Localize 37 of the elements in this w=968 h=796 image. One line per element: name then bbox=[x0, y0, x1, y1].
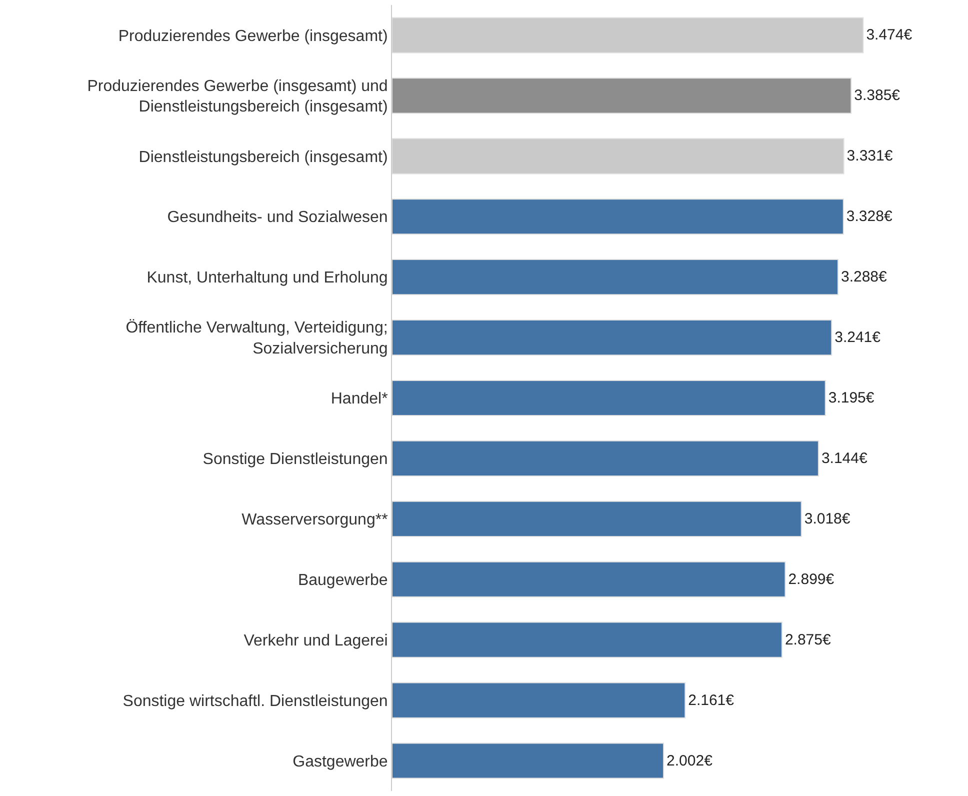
data-label: 3.474€ bbox=[866, 26, 913, 44]
bar bbox=[392, 440, 819, 476]
bar bbox=[392, 682, 686, 718]
data-label: 3.144€ bbox=[821, 450, 868, 467]
bar bbox=[392, 380, 826, 416]
data-label: 2.002€ bbox=[666, 752, 714, 770]
y-tick-label: Produzierendes Gewerbe (insgesamt) und Dienstleistungsbereich (insgesamt) bbox=[87, 78, 388, 116]
y-tick-label: Verkehr und Lagerei bbox=[244, 632, 388, 650]
y-tick-label: Öffentliche Verwaltung, Verteidigung; Sozialversicherung bbox=[126, 318, 388, 358]
data-label: 3.331€ bbox=[846, 148, 894, 165]
y-tick-label: Dienstleistungsbereich (insgesamt) bbox=[138, 148, 388, 166]
y-tick-label: Sonstige Dienstleistungen bbox=[202, 451, 388, 468]
bar bbox=[392, 622, 782, 658]
y-tick-label: Handel* bbox=[330, 390, 388, 408]
data-label: 3.195€ bbox=[828, 390, 875, 406]
data-label: 3.288€ bbox=[840, 268, 888, 286]
data-label: 3.018€ bbox=[804, 510, 851, 528]
bar bbox=[392, 500, 802, 537]
data-label: 3.385€ bbox=[854, 87, 901, 104]
data-label: 3.241€ bbox=[834, 329, 882, 346]
data-label: 2.899€ bbox=[788, 570, 835, 588]
y-tick-label: Wasserversorgung** bbox=[242, 512, 388, 529]
bar bbox=[392, 259, 838, 296]
bar bbox=[392, 320, 832, 356]
bar bbox=[392, 78, 852, 114]
y-tick-label: Baugewerbe bbox=[298, 572, 388, 589]
data-label: 3.328€ bbox=[846, 208, 893, 226]
data-label: 2.161€ bbox=[688, 692, 735, 709]
data-label: 2.875€ bbox=[784, 631, 832, 648]
y-tick-label: Sonstige wirtschaftl. Dienstleistungen bbox=[122, 692, 388, 710]
y-tick-label: Produzierendes Gewerbe (insgesamt) bbox=[118, 28, 388, 45]
bar bbox=[392, 561, 786, 598]
bar bbox=[392, 742, 664, 779]
bar bbox=[392, 198, 844, 235]
y-tick-label: Kunst, Unterhaltung und Erholung bbox=[146, 270, 388, 287]
y-tick-label: Gastgewerbe bbox=[292, 753, 388, 770]
y-tick-label: Gesundheits- und Sozialwesen bbox=[167, 209, 388, 226]
